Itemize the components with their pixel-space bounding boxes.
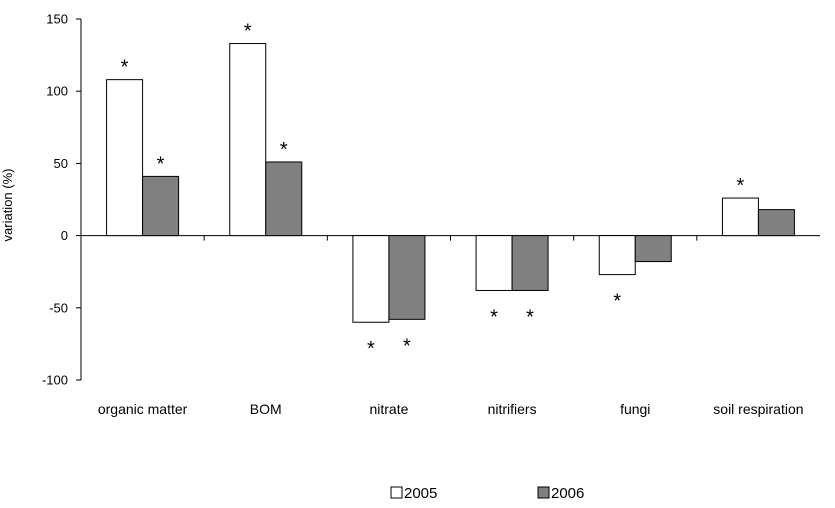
legend-label-2005: 2005: [404, 485, 437, 502]
legend: 2005 2006: [390, 485, 584, 502]
significance-star: *: [490, 306, 498, 328]
y-tick-label: 150: [46, 12, 68, 27]
y-tick-label: 50: [54, 156, 68, 171]
category-label: nitrifiers: [488, 401, 537, 417]
bar-2005: [229, 43, 267, 237]
significance-star: *: [121, 57, 129, 79]
labels: organic matter BOM nitrate nitrifiers fungi s…: [98, 401, 804, 417]
bar-2006: [142, 175, 180, 237]
legend-label-2006: 2006: [551, 485, 584, 502]
bar-2005: [475, 235, 513, 291]
significance-star: *: [526, 306, 534, 328]
category-label: soil respiration: [713, 401, 803, 417]
bar-2005: [352, 235, 390, 323]
y-tick-label: 100: [46, 84, 68, 99]
bar-2005: [721, 197, 759, 237]
bars: [106, 43, 795, 323]
bar-2006: [511, 235, 549, 291]
axes: -100 -50 0 50 100 150: [42, 12, 820, 388]
y-tick-label: -50: [49, 300, 68, 315]
y-axis-label: variation (%): [0, 169, 15, 242]
category-label: fungi: [620, 401, 650, 417]
bar-2006: [388, 235, 426, 320]
bar-2005: [598, 235, 636, 276]
significance-star: *: [244, 21, 252, 43]
y-tick-label: 0: [61, 228, 68, 243]
category-label: organic matter: [98, 401, 188, 417]
significance-markers: * * * * * * * * * *: [121, 21, 745, 361]
bar-2006: [757, 209, 795, 237]
legend-swatch-2005: [390, 486, 403, 499]
significance-star: *: [157, 153, 165, 175]
bar-2006: [634, 235, 672, 263]
y-tick-label: -100: [42, 373, 68, 388]
legend-swatch-2006: [537, 486, 550, 499]
significance-star: *: [280, 139, 288, 161]
category-label: BOM: [250, 401, 282, 417]
significance-star: *: [403, 335, 411, 357]
bar-2005: [106, 79, 144, 237]
significance-star: *: [737, 175, 745, 197]
category-label: nitrate: [369, 401, 408, 417]
significance-star: *: [613, 291, 621, 313]
bar-2006: [265, 161, 303, 237]
significance-star: *: [367, 338, 375, 360]
